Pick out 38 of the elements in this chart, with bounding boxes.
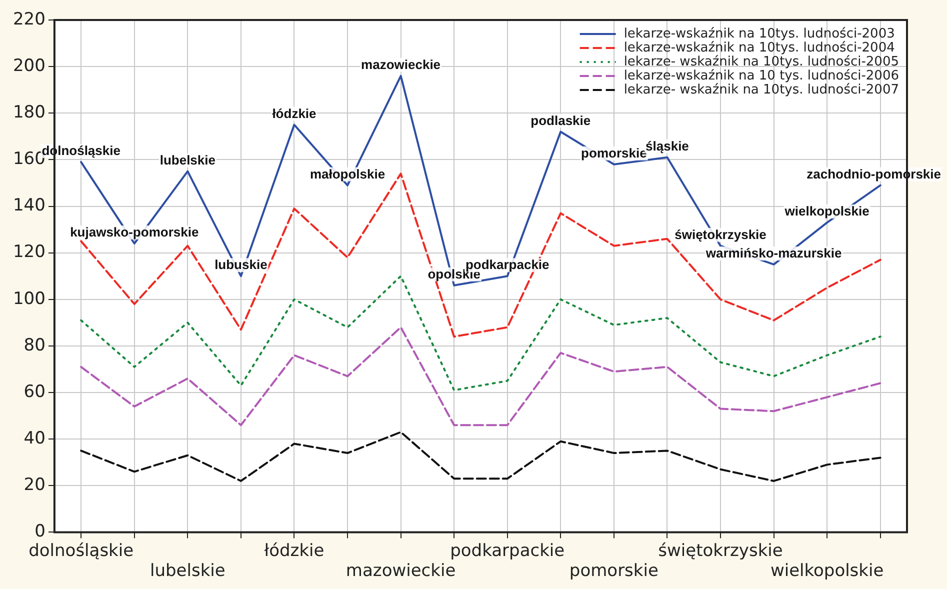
annotation: lubelskie — [160, 152, 216, 168]
annotation: kujawsko-pomorskie — [70, 224, 199, 240]
legend-label: lekarze- wskaźnik na 10tys. ludności-2005 — [624, 54, 900, 70]
annotation: pomorskie — [581, 145, 647, 160]
x-tick-label: świętokrzyskie — [658, 540, 783, 561]
x-tick-label: pomorskie — [569, 561, 658, 582]
annotation: podlaskie — [530, 112, 591, 128]
x-tick-label: podkarpackie — [450, 540, 565, 561]
x-tick-label: dolnośląskie — [28, 540, 134, 561]
y-tick-label: 140 — [12, 196, 46, 216]
legend-label: lekarze- wskaźnik na 10tys. ludności-2007 — [624, 82, 900, 98]
legend-label: lekarze-wskaźnik na 10 tys. ludności-2006 — [624, 68, 900, 84]
y-tick-label: 220 — [12, 9, 46, 30]
x-tick-label: łódzkie — [264, 540, 324, 561]
y-tick-label: 120 — [12, 242, 46, 262]
annotation: świętokrzyskie — [674, 226, 766, 242]
x-tick-label: wielkopolskie — [770, 561, 884, 582]
y-tick-label: 200 — [12, 56, 46, 76]
annotation: śląskie — [646, 138, 689, 154]
annotation: wielkopolskie — [784, 204, 870, 219]
line-series — [80, 326, 882, 426]
annotation: mazowieckie — [361, 56, 441, 72]
y-tick-label: 60 — [24, 382, 46, 402]
annotation: łódzkie — [272, 106, 316, 121]
y-tick-label: 0 — [34, 522, 46, 542]
x-tick-label: lubelskie — [150, 561, 226, 582]
y-tick-label: 80 — [24, 335, 46, 356]
y-tick-label: 40 — [24, 428, 46, 448]
y-tick-label: 20 — [24, 475, 46, 496]
legend-label: lekarze-wskaźnik na 10tys. ludności-2004 — [624, 40, 895, 56]
annotation: lubuskie — [214, 257, 268, 272]
y-tick-label: 180 — [12, 102, 46, 123]
line-series — [80, 431, 882, 482]
annotation: małopolskie — [310, 166, 386, 182]
x-tick-label: mazowieckie — [346, 561, 456, 582]
annotation: warmińsko-mazurskie — [704, 246, 842, 261]
y-tick-label: 100 — [12, 288, 46, 309]
legend-label: lekarze-wskaźnik na 10tys. ludności-2003 — [624, 26, 895, 42]
